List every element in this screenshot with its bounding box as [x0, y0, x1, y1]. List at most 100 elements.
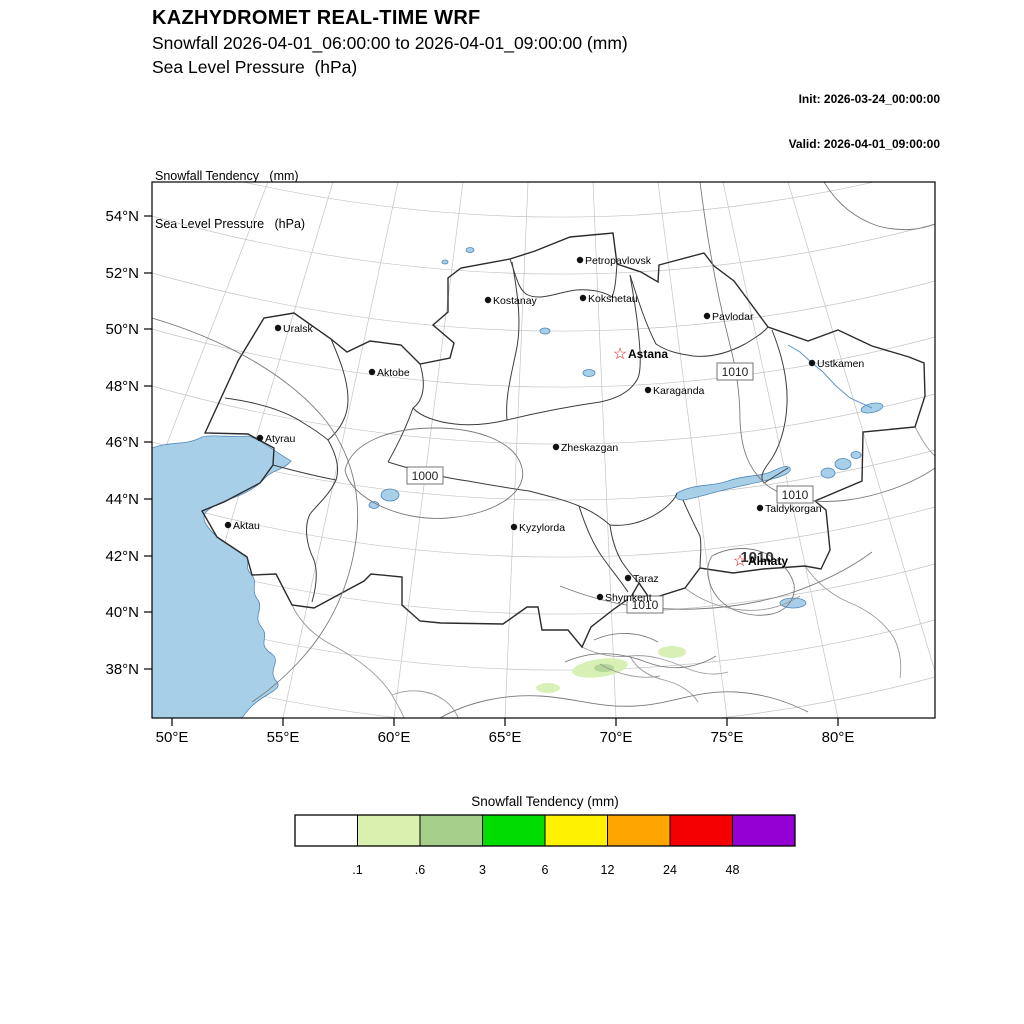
page-title: KAZHYDROMET REAL-TIME WRF: [152, 7, 481, 29]
city-uralsk: Uralsk: [274, 323, 314, 335]
lat-label: 40°N: [105, 604, 139, 621]
colorbar-title: Snowfall Tendency (mm): [471, 794, 619, 809]
colorbar-tick-label: 3: [479, 863, 486, 877]
city-label: Ustkamen: [817, 358, 864, 370]
lon-label: 75°E: [711, 729, 744, 746]
pressure-label: 1000: [406, 466, 444, 485]
city-aktobe: Aktobe: [368, 367, 410, 379]
latitude-axis: 54°N 52°N 50°N 48°N 46°N 44°N 42°N 40°N 38°N: [105, 208, 152, 678]
valid-time: Valid: 2026-04-01_09:00:00: [788, 137, 940, 151]
lake-alakol: [820, 467, 836, 479]
lat-label: 54°N: [105, 208, 139, 225]
lon-label: 50°E: [156, 729, 189, 746]
lat-label: 50°N: [105, 321, 139, 338]
city-dot-icon: [703, 312, 711, 320]
lake-tengiz: [582, 369, 596, 377]
city-dot-icon: [808, 359, 816, 367]
colorbar-cell: [419, 814, 483, 847]
city-label: Aktau: [233, 520, 260, 532]
legend-sea-level-pressure: Sea Level Pressure (hPa): [155, 217, 306, 231]
longitude-axis: 50°E 55°E 60°E 65°E 70°E 75°E 80°E: [156, 718, 854, 746]
lon-label: 60°E: [378, 729, 411, 746]
lat-label: 44°N: [105, 491, 139, 508]
run-info: Init: 2026-03-24_00:00:00 Valid: 2026-04…: [789, 62, 940, 182]
lat-label: 52°N: [105, 265, 139, 282]
pressure-label-text: 1000: [412, 469, 439, 483]
city-dot-icon: [644, 386, 652, 394]
lake-small-east: [850, 451, 862, 459]
lon-label: 55°E: [267, 729, 300, 746]
city-ustkamen: Ustkamen: [808, 358, 864, 370]
colorbar-cell: [607, 814, 671, 847]
city-label: Atyrau: [265, 433, 296, 445]
colorbar-tick-label: 24: [663, 863, 677, 877]
city-dot-icon: [274, 324, 282, 332]
colorbar-cell: [732, 814, 796, 847]
lat-label: 42°N: [105, 548, 139, 565]
city-kostanay: Kostanay: [484, 295, 538, 307]
colorbar-tick-label: .6: [415, 863, 425, 877]
city-label: Kokshetau: [588, 293, 638, 305]
colorbar: .1 .6 3 6 12 24 48: [294, 814, 796, 877]
city-petropavlovsk: Petropavlovsk: [576, 255, 652, 267]
pressure-label-text: 1010: [722, 365, 749, 379]
city-taldykorgan: Taldykorgan: [756, 503, 822, 515]
city-dot-icon: [510, 523, 518, 531]
legend-snowfall-tendency: Snowfall Tendency (mm): [155, 169, 299, 183]
colorbar-tick-label: 48: [726, 863, 740, 877]
snowfall-shaded-areas: [536, 646, 686, 693]
lake-balkhash: [675, 466, 791, 501]
pressure-label-text: 1010: [782, 488, 809, 502]
city-star-icon: ☆: [613, 346, 627, 363]
lake-sasykkol: [834, 458, 852, 470]
lat-label: 38°N: [105, 661, 139, 678]
pressure-label-text: 1010: [632, 598, 659, 612]
pressure-label: 1010: [776, 485, 814, 504]
lake-north-2: [441, 259, 449, 265]
city-label: Astana: [628, 347, 668, 361]
city-label: Taldykorgan: [765, 503, 822, 515]
city-dot-icon: [624, 574, 632, 582]
city-dot-icon: [579, 294, 587, 302]
city-dot-icon: [596, 593, 604, 601]
pressure-label-text: 1010: [740, 549, 773, 566]
colorbar-tick-label: 12: [601, 863, 615, 877]
subtitle-pressure: Sea Level Pressure (hPa): [152, 57, 358, 77]
subtitle-snowfall: Snowfall 2026-04-01_06:00:00 to 2026-04-…: [152, 33, 628, 53]
city-markers: Petropavlovsk Kostanay Kokshetau Pavlodar Ur…: [224, 255, 864, 604]
colorbar-tick-label: .1: [352, 863, 362, 877]
map-frame: [151, 181, 936, 719]
lat-label: 46°N: [105, 434, 139, 451]
pressure-label: 1010: [716, 362, 754, 381]
city-dot-icon: [368, 368, 376, 376]
lake-north-1: [465, 247, 475, 253]
caspian-sea: [152, 435, 292, 718]
colorbar-cell: [544, 814, 608, 847]
foreign-borders: [291, 426, 935, 718]
pressure-contour-labels: 1010 1000 1010 1010 1010: [406, 362, 814, 614]
city-label: Taraz: [633, 573, 659, 585]
map-legend: Snowfall Tendency (mm) Sea Level Pressur…: [155, 136, 305, 264]
city-astana: ☆ Astana: [613, 346, 669, 363]
lon-label: 65°E: [489, 729, 522, 746]
city-label: Pavlodar: [712, 311, 754, 323]
region-borders: [224, 258, 789, 603]
colorbar-cell: [294, 814, 358, 847]
pressure-label-box: [776, 485, 814, 504]
city-kokshetau: Kokshetau: [579, 293, 638, 305]
city-label: Kyzylorda: [519, 522, 565, 534]
city-label: Karaganda: [653, 385, 705, 397]
aral-sea-north: [380, 488, 400, 502]
lon-label: 70°E: [600, 729, 633, 746]
kazakhstan-outline: [200, 232, 926, 649]
pressure-label-box: [626, 595, 664, 614]
city-dot-icon: [756, 504, 764, 512]
city-dot-icon: [484, 296, 492, 304]
city-karaganda: Karaganda: [644, 385, 705, 397]
lat-label: 48°N: [105, 378, 139, 395]
city-almaty: ☆ Almaty: [733, 553, 789, 570]
city-label: Shymkent: [605, 592, 652, 604]
irtysh-river: [787, 344, 873, 409]
